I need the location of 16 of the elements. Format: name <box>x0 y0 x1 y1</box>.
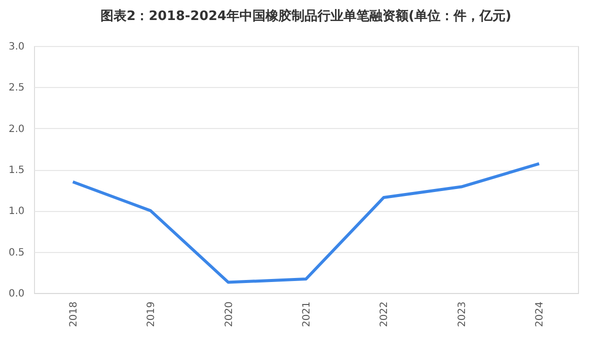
x-tick-label: 2024 <box>534 302 546 327</box>
y-tick-label: 2.0 <box>8 124 24 135</box>
y-tick-label: 3.0 <box>8 42 24 52</box>
y-tick-label: 0.5 <box>8 247 24 258</box>
x-tick-label: 2019 <box>146 302 158 327</box>
x-tick-label: 2022 <box>379 302 390 327</box>
line-series <box>71 162 541 284</box>
x-tick-label: 2018 <box>68 302 80 327</box>
y-tick-label: 1.0 <box>8 206 24 218</box>
chart-title: 图表2：2018-2024年中国橡胶制品行业单笔融资额(单位：件，亿元) <box>100 8 512 24</box>
x-tick-label: 2021 <box>302 302 312 327</box>
y-tick-label: 2.5 <box>8 82 24 94</box>
y-tick-label: 1.5 <box>8 165 24 176</box>
x-tick-label: 2023 <box>456 302 468 327</box>
y-tick-label: 0.0 <box>8 288 24 300</box>
x-tick-label: 2020 <box>224 302 235 327</box>
